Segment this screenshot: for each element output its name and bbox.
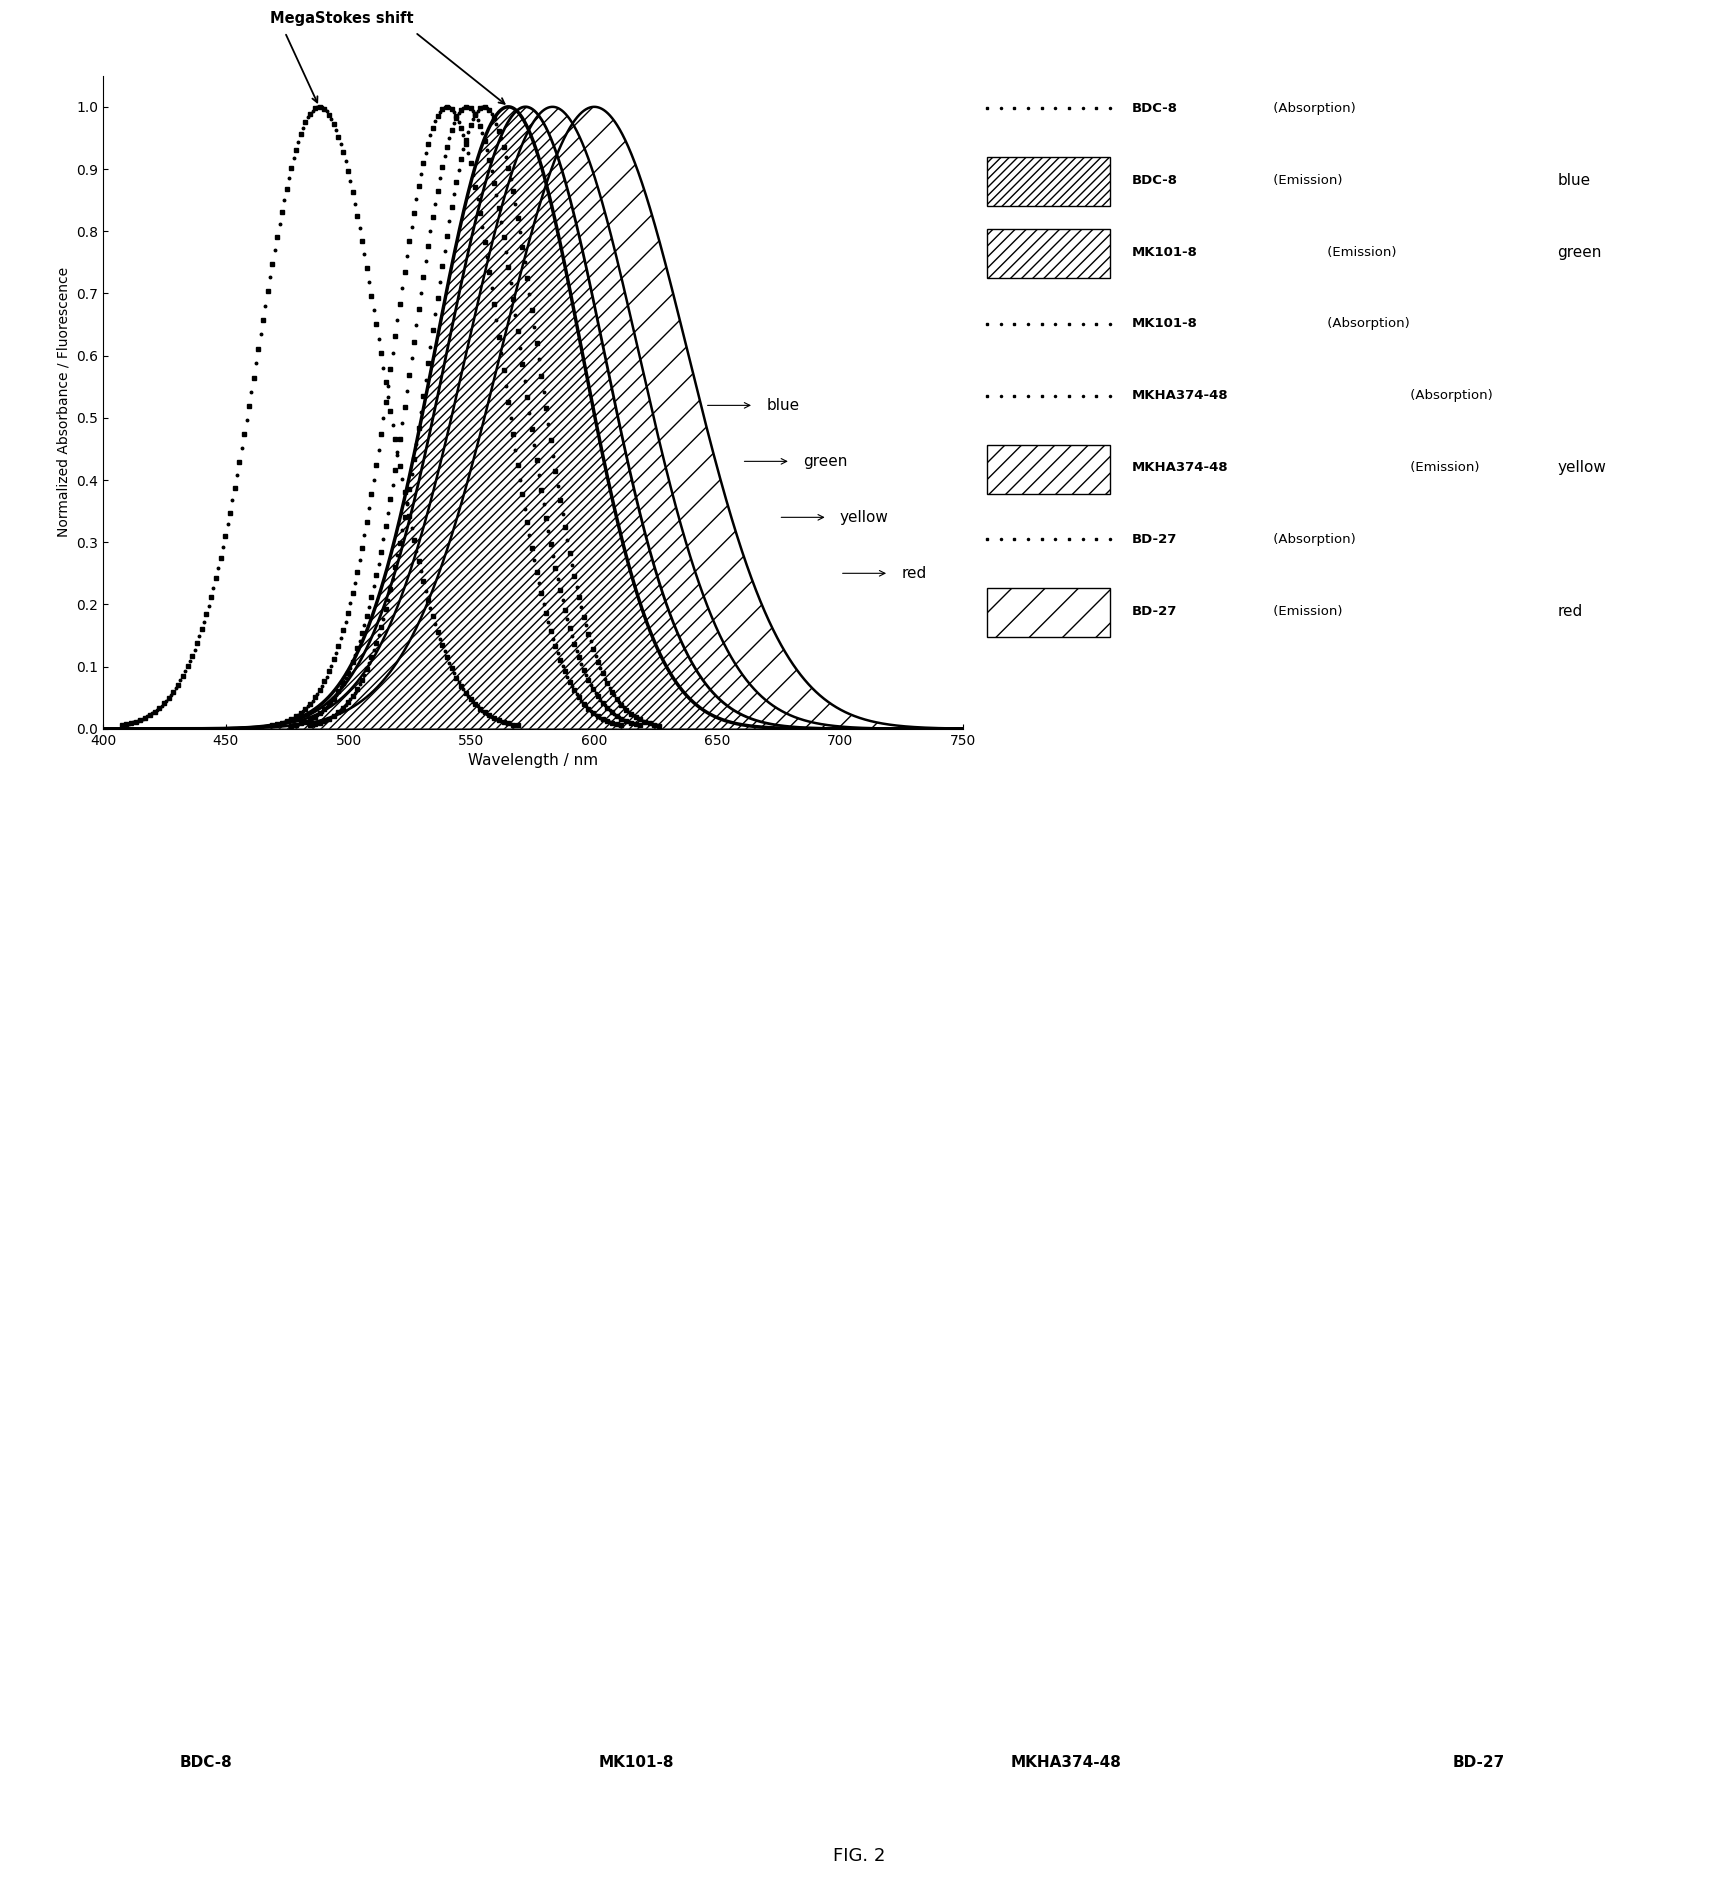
- Text: blue: blue: [767, 398, 799, 413]
- Text: BDC-8: BDC-8: [180, 1755, 232, 1770]
- Text: MegaStokes shift: MegaStokes shift: [270, 11, 413, 27]
- Text: MK101-8: MK101-8: [598, 1755, 674, 1770]
- Text: green: green: [803, 454, 847, 469]
- Text: (Emission): (Emission): [1269, 604, 1343, 617]
- FancyBboxPatch shape: [987, 229, 1110, 278]
- Text: BDC-8: BDC-8: [1131, 102, 1178, 115]
- Text: BD-27: BD-27: [1131, 534, 1178, 545]
- Text: MK101-8: MK101-8: [1131, 318, 1198, 331]
- FancyBboxPatch shape: [987, 589, 1110, 638]
- Text: green: green: [1557, 244, 1602, 259]
- Text: MKHA374-48: MKHA374-48: [1131, 390, 1227, 401]
- Text: MKHA374-48: MKHA374-48: [1011, 1755, 1121, 1770]
- Text: (Emission): (Emission): [1269, 174, 1343, 187]
- Text: (Absorption): (Absorption): [1324, 318, 1410, 331]
- Text: BDC-8: BDC-8: [1131, 174, 1178, 187]
- Text: yellow: yellow: [1557, 460, 1606, 475]
- Y-axis label: Normalized Absorbance / Fluorescence: Normalized Absorbance / Fluorescence: [57, 267, 70, 538]
- Text: BD-27: BD-27: [1453, 1755, 1504, 1770]
- Text: MK101-8: MK101-8: [1131, 246, 1198, 259]
- Text: (Emission): (Emission): [1406, 462, 1480, 473]
- Text: MKHA374-48: MKHA374-48: [1131, 462, 1227, 473]
- Text: (Absorption): (Absorption): [1406, 390, 1492, 401]
- Text: (Absorption): (Absorption): [1269, 102, 1355, 115]
- Text: BD-27: BD-27: [1131, 604, 1178, 617]
- Text: yellow: yellow: [841, 509, 889, 524]
- X-axis label: Wavelength / nm: Wavelength / nm: [468, 753, 598, 769]
- Text: FIG. 2: FIG. 2: [834, 1846, 885, 1865]
- Text: red: red: [1557, 604, 1583, 619]
- FancyBboxPatch shape: [987, 157, 1110, 206]
- FancyBboxPatch shape: [987, 445, 1110, 494]
- Text: red: red: [901, 566, 927, 581]
- Text: blue: blue: [1557, 172, 1590, 187]
- Text: (Emission): (Emission): [1324, 246, 1398, 259]
- Text: (Absorption): (Absorption): [1269, 534, 1355, 545]
